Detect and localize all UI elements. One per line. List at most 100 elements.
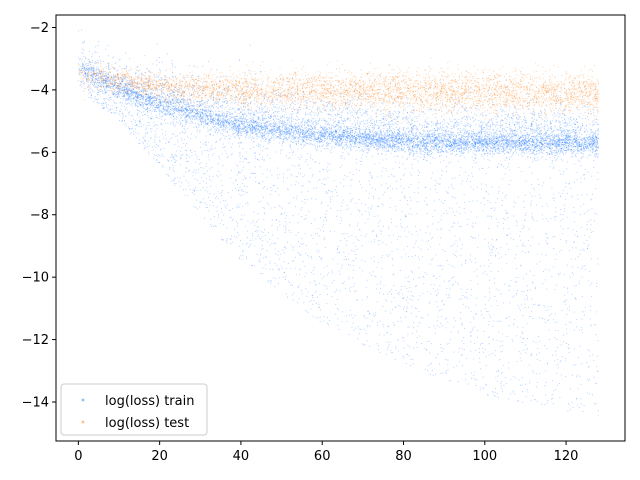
data-point: [225, 135, 227, 137]
data-point: [258, 229, 260, 231]
data-point: [571, 195, 573, 197]
data-point: [378, 243, 380, 245]
data-point: [385, 158, 387, 160]
data-point: [581, 156, 583, 158]
data-point: [504, 153, 506, 155]
data-point: [526, 152, 528, 154]
data-point: [188, 185, 190, 187]
data-point: [161, 153, 163, 155]
data-point: [597, 127, 600, 129]
data-point: [162, 106, 165, 108]
data-point: [159, 107, 161, 109]
data-point: [492, 352, 494, 354]
data-point: [573, 122, 575, 124]
data-point: [159, 154, 161, 157]
data-point: [215, 142, 217, 144]
data-point: [90, 69, 93, 72]
data-point: [340, 240, 342, 242]
data-point: [232, 218, 234, 220]
data-point: [415, 133, 417, 135]
data-point: [299, 135, 301, 137]
data-point: [212, 110, 214, 112]
data-point: [487, 131, 489, 133]
data-point: [593, 323, 595, 326]
data-point: [383, 135, 386, 137]
data-point: [264, 235, 266, 237]
data-point: [575, 129, 577, 131]
data-point: [156, 91, 158, 93]
data-point: [419, 259, 421, 261]
data-point: [352, 198, 354, 200]
data-point: [549, 136, 551, 138]
data-point: [418, 171, 421, 173]
data-point: [461, 151, 463, 153]
data-point: [200, 162, 202, 164]
data-point: [153, 139, 156, 141]
data-point: [387, 225, 389, 228]
data-point: [375, 113, 378, 115]
data-point: [509, 302, 511, 304]
data-point: [141, 106, 143, 109]
data-point: [367, 310, 369, 312]
data-point: [387, 331, 389, 333]
data-point: [575, 146, 577, 148]
data-point: [147, 95, 149, 97]
data-point: [529, 192, 531, 194]
data-point: [416, 337, 418, 339]
data-point: [252, 235, 254, 237]
data-point: [210, 109, 212, 111]
data-point: [231, 207, 233, 209]
data-point: [361, 259, 363, 261]
data-point: [403, 340, 405, 342]
data-point: [448, 134, 450, 136]
data-point: [240, 106, 242, 108]
data-point: [103, 107, 105, 109]
data-point: [98, 83, 100, 85]
data-point: [435, 277, 437, 280]
data-point: [474, 157, 476, 159]
data-point: [501, 205, 503, 207]
data-point: [459, 213, 461, 215]
data-point: [275, 253, 277, 255]
data-point: [177, 113, 179, 115]
data-point: [551, 142, 553, 144]
data-point: [388, 175, 390, 177]
data-point: [537, 305, 539, 307]
data-point: [305, 310, 307, 312]
data-point: [196, 103, 198, 106]
data-point: [432, 149, 434, 151]
data-point: [171, 109, 173, 112]
data-point: [456, 121, 458, 123]
data-point: [209, 168, 211, 170]
data-point: [373, 136, 375, 138]
data-point: [257, 234, 259, 236]
data-point: [326, 317, 329, 319]
data-point: [565, 360, 567, 362]
data-point: [429, 149, 431, 151]
data-point: [548, 140, 551, 143]
data-point: [351, 99, 353, 101]
data-point: [402, 145, 404, 148]
data-point: [425, 152, 427, 154]
data-point: [490, 207, 492, 209]
data-point: [413, 150, 415, 152]
data-point: [500, 108, 502, 110]
data-point: [370, 117, 372, 119]
data-point: [505, 317, 507, 319]
data-point: [262, 196, 265, 198]
data-point: [447, 321, 449, 324]
data-point: [328, 124, 330, 127]
data-point: [184, 119, 186, 121]
data-point: [244, 135, 246, 137]
data-point: [118, 59, 120, 61]
data-point: [500, 351, 502, 353]
data-point: [512, 112, 514, 114]
data-point: [287, 157, 289, 159]
data-point: [175, 160, 177, 162]
data-point: [587, 392, 589, 394]
data-point: [377, 240, 379, 242]
data-point: [412, 278, 415, 280]
data-point: [466, 178, 469, 180]
data-point: [200, 189, 202, 191]
data-point: [300, 135, 302, 137]
